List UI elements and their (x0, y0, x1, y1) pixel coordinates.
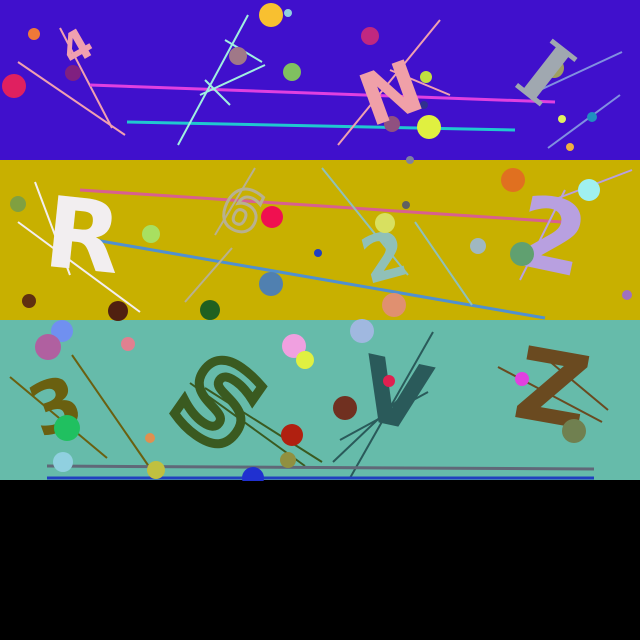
glyph-r: R (40, 176, 127, 297)
black-area-cover (0, 481, 640, 640)
band-middle (0, 160, 640, 320)
band-bottom (0, 320, 640, 480)
band-top (0, 0, 640, 160)
band-top-lines (17, 14, 623, 149)
band-bottom-lines (9, 331, 609, 480)
band-top-dots (2, 3, 597, 164)
band-middle-dots (10, 168, 632, 321)
band-middle-lines (17, 167, 633, 320)
band-bottom-dots (35, 319, 586, 489)
